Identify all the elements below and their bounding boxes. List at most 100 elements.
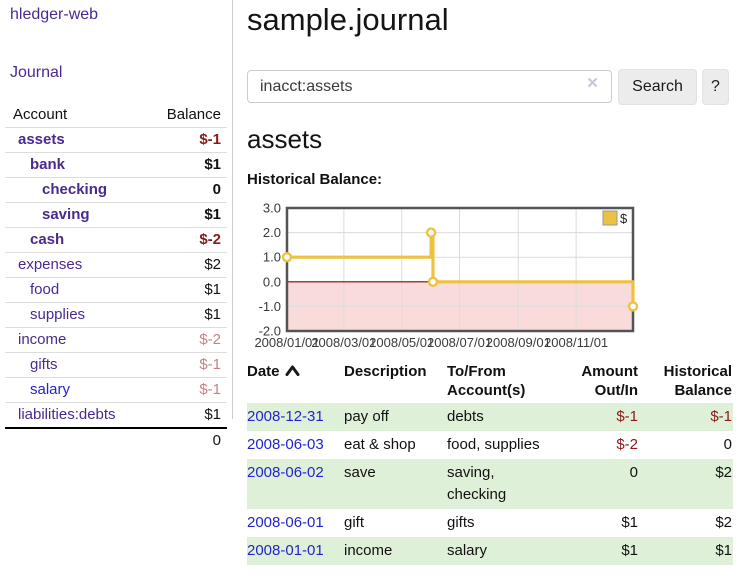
account-link[interactable]: supplies <box>30 306 86 323</box>
sidebar: hledger-web Journal Account Balance asse… <box>0 0 233 449</box>
transaction-description: pay off <box>344 408 389 425</box>
transaction-description: save <box>344 464 376 481</box>
account-link[interactable]: liabilities:debts <box>18 406 116 423</box>
transaction-accounts: debts <box>447 408 484 425</box>
transaction-amount: $1 <box>621 514 638 531</box>
register-row: 2008-01-01 income salary $1 $1 <box>247 537 733 565</box>
account-link[interactable]: cash <box>30 231 65 248</box>
svg-text:2008/09/01: 2008/09/01 <box>486 335 551 350</box>
help-button[interactable]: ? <box>702 69 729 105</box>
accounts-table: Account Balance assets $-1 bank $1 check… <box>5 103 227 453</box>
sort-ascending-icon <box>285 365 300 376</box>
svg-text:3.0: 3.0 <box>263 201 281 216</box>
historical-balance-chart: $3.0 2.0 1.0 0.0 -1.0 -2.02008/01/012008/03/0… <box>254 201 639 350</box>
account-balance: $-1 <box>199 131 221 148</box>
page-title: sample.journal <box>247 2 449 37</box>
account-row: checking 0 <box>5 177 227 202</box>
accounts-header-balance: Balance <box>166 106 221 123</box>
account-balance: $-2 <box>199 231 221 248</box>
register-row: 2008-06-02 save saving, checking 0 $2 <box>247 459 733 509</box>
svg-text:2008/05/01: 2008/05/01 <box>369 335 434 350</box>
account-row: saving $1 <box>5 202 227 227</box>
account-link[interactable]: income <box>18 331 67 348</box>
transaction-amount: $1 <box>621 542 638 559</box>
svg-text:2008/07/01: 2008/07/01 <box>427 335 492 350</box>
account-row: cash $-2 <box>5 227 227 252</box>
transaction-accounts: salary <box>447 542 488 559</box>
svg-text:2008/11/01: 2008/11/01 <box>544 335 608 350</box>
account-row: food $1 <box>5 277 227 302</box>
svg-text:-2.0: -2.0 <box>259 324 281 339</box>
account-balance: $-1 <box>199 356 221 373</box>
register-row: 2008-06-03 eat & shop food, supplies $-2… <box>247 431 733 459</box>
account-row: supplies $1 <box>5 302 227 327</box>
account-balance: 0 <box>212 181 221 198</box>
register-table: Date Description To/From Account(s) Amou… <box>247 360 733 565</box>
svg-text:2008/01/01: 2008/01/01 <box>254 335 319 350</box>
account-row: bank $1 <box>5 152 227 177</box>
transaction-description: gift <box>344 514 365 531</box>
account-row: assets $-1 <box>5 127 227 152</box>
account-balance: $1 <box>204 281 221 298</box>
svg-text:-1.0: -1.0 <box>259 299 281 314</box>
chart-label: Historical Balance: <box>247 171 383 188</box>
register-header-accounts: To/From Account(s) <box>447 363 526 399</box>
account-row: salary $-1 <box>5 377 227 402</box>
svg-text:$: $ <box>620 211 628 226</box>
transaction-description: eat & shop <box>344 436 416 453</box>
transaction-balance: $-1 <box>710 408 732 425</box>
transaction-accounts: saving, checking <box>447 464 507 503</box>
account-link[interactable]: bank <box>30 156 66 173</box>
account-balance: $2 <box>204 256 221 273</box>
register-row: 2008-06-01 gift gifts $1 $2 <box>247 509 733 537</box>
search-button[interactable]: Search <box>618 69 697 105</box>
transaction-balance: $1 <box>715 542 732 559</box>
account-link[interactable]: saving <box>42 206 90 223</box>
account-row: gifts $-1 <box>5 352 227 377</box>
transaction-date-link[interactable]: 2008-06-02 <box>247 464 324 481</box>
transaction-date-link[interactable]: 2008-01-01 <box>247 542 324 559</box>
transaction-amount: $-1 <box>616 408 638 425</box>
account-link[interactable]: assets <box>18 131 65 148</box>
svg-text:1.0: 1.0 <box>263 250 281 265</box>
clear-search-icon[interactable]: × <box>587 73 599 94</box>
register-rows: 2008-12-31 pay off debts $-1 $-1 2008-06… <box>247 403 733 565</box>
brand-link[interactable]: hledger-web <box>10 6 99 23</box>
svg-text:2008/03/01: 2008/03/01 <box>311 335 376 350</box>
accounts-header-account: Account <box>13 106 68 123</box>
accounts-table-header: Account Balance <box>5 103 227 127</box>
transaction-accounts: gifts <box>447 514 475 531</box>
account-link[interactable]: gifts <box>30 356 58 373</box>
transaction-date-link[interactable]: 2008-06-03 <box>247 436 324 453</box>
accounts-total-value: 0 <box>212 432 221 449</box>
register-header-date[interactable]: Date <box>247 363 280 380</box>
account-balance: $-1 <box>199 381 221 398</box>
account-balance: $1 <box>204 156 221 173</box>
account-row: income $-2 <box>5 327 227 352</box>
svg-text:2.0: 2.0 <box>263 225 281 240</box>
transaction-accounts: food, supplies <box>447 436 540 453</box>
transaction-amount: 0 <box>629 464 638 481</box>
accounts-total-row: 0 <box>5 427 227 453</box>
account-link[interactable]: expenses <box>18 256 83 273</box>
register-header-row: Date Description To/From Account(s) Amou… <box>247 360 733 403</box>
transaction-balance: $2 <box>715 514 732 531</box>
sidebar-item-journal[interactable]: Journal <box>10 64 63 81</box>
svg-text:0.0: 0.0 <box>263 274 281 289</box>
account-link[interactable]: salary <box>30 381 71 398</box>
transaction-date-link[interactable]: 2008-12-31 <box>247 408 324 425</box>
register-header-balance: Historical Balance <box>663 363 732 399</box>
register-row: 2008-12-31 pay off debts $-1 $-1 <box>247 403 733 431</box>
account-link[interactable]: checking <box>42 181 108 198</box>
register-header-amount: Amount Out/In <box>581 363 638 399</box>
accounts-rows: assets $-1 bank $1 checking 0 saving $1 … <box>5 127 227 427</box>
transaction-balance: 0 <box>723 436 732 453</box>
search-input[interactable] <box>247 70 612 103</box>
account-link[interactable]: food <box>30 281 60 298</box>
account-balance: $-2 <box>199 331 221 348</box>
account-balance: $1 <box>204 206 221 223</box>
account-balance: $1 <box>204 406 221 423</box>
transaction-amount: $-2 <box>616 436 638 453</box>
transaction-date-link[interactable]: 2008-06-01 <box>247 514 324 531</box>
transaction-description: income <box>344 542 393 559</box>
